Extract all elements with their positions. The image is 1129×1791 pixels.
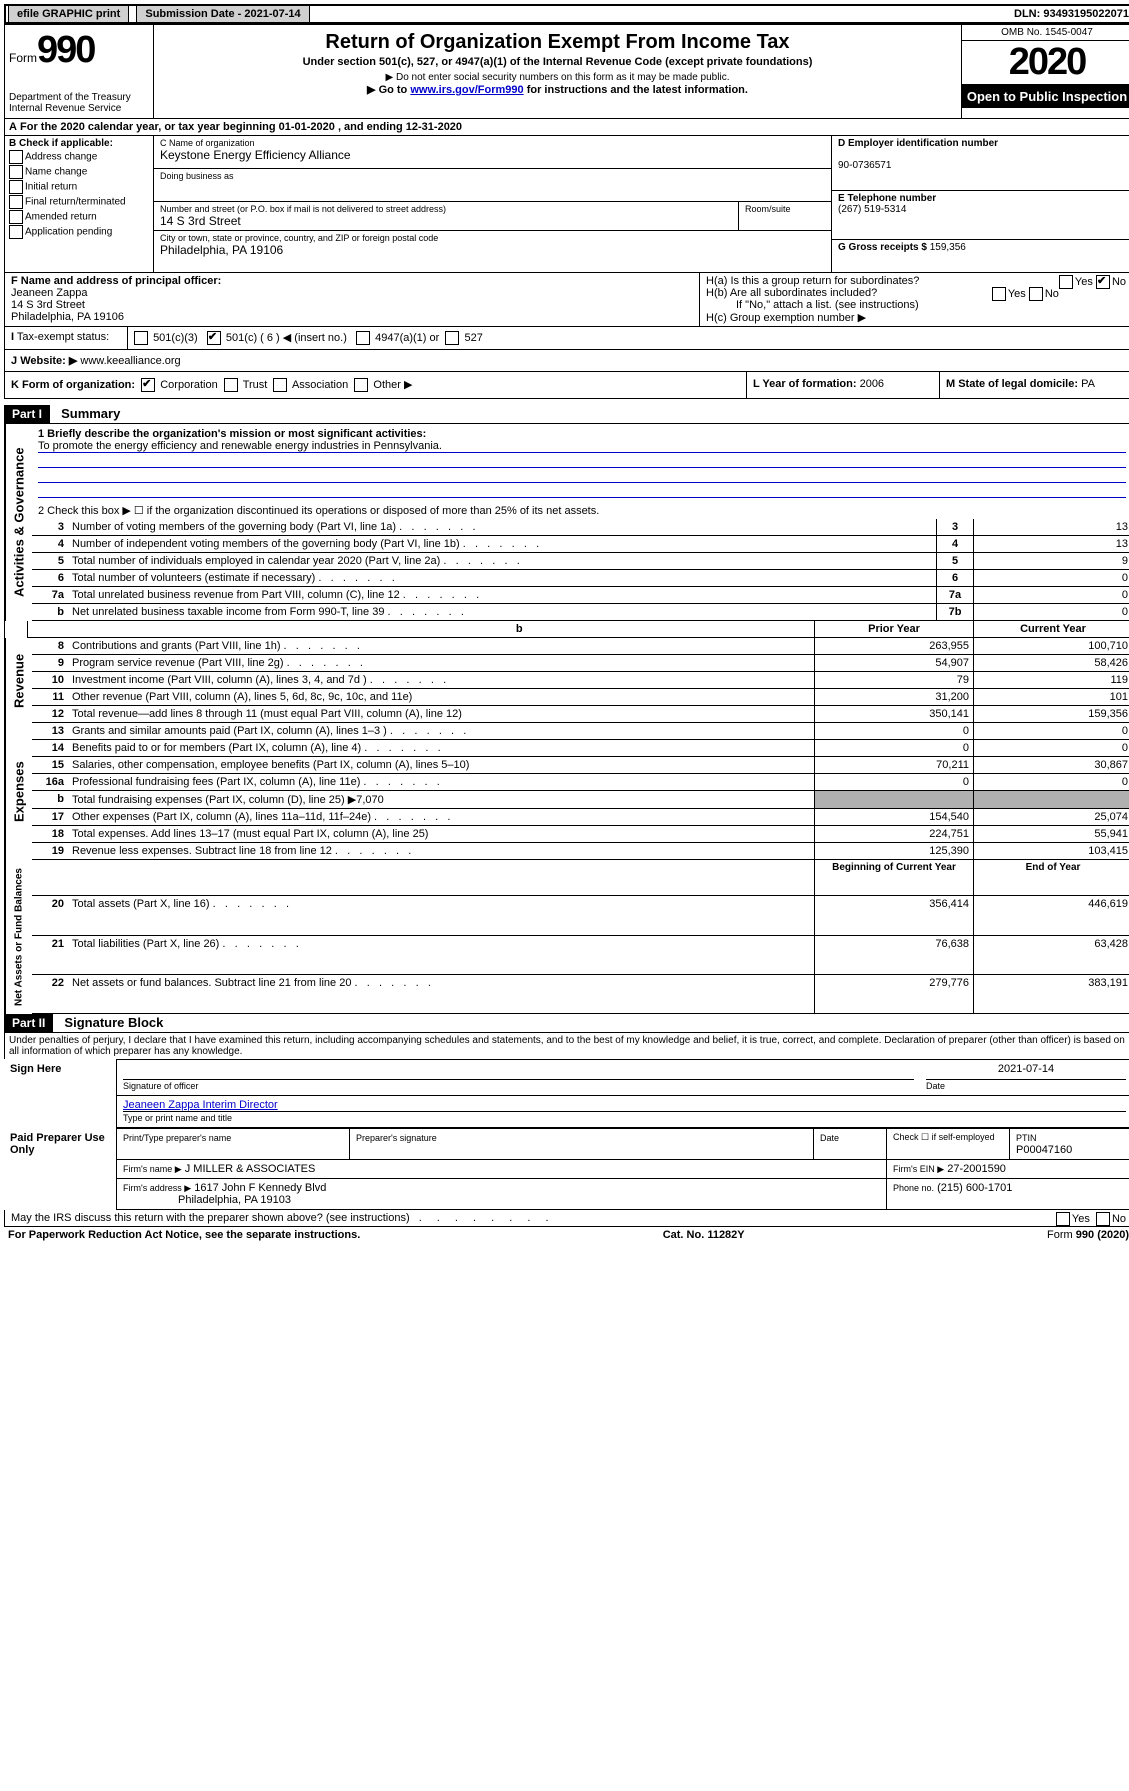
form-header: Form990 Department of the Treasury Inter…: [4, 24, 1129, 119]
row-22: 22Net assets or fund balances. Subtract …: [32, 974, 1129, 1013]
row-16b: bTotal fundraising expenses (Part IX, co…: [32, 791, 1129, 809]
dept-label: Department of the Treasury Internal Reve…: [9, 92, 149, 114]
submission-button[interactable]: Submission Date - 2021-07-14: [136, 5, 309, 23]
row-8: 8Contributions and grants (Part VIII, li…: [32, 638, 1129, 655]
room-cell: Room/suite: [739, 202, 831, 230]
irs-link[interactable]: www.irs.gov/Form990: [410, 84, 523, 96]
check-initial[interactable]: Initial return: [9, 180, 149, 194]
row-5: 5Total number of individuals employed in…: [32, 553, 1129, 570]
org-name-cell: C Name of organization Keystone Energy E…: [154, 136, 831, 169]
dba-cell: Doing business as: [154, 169, 831, 202]
end-year-header: End of Year: [974, 860, 1129, 896]
row-21: 21Total liabilities (Part X, line 26)76,…: [32, 935, 1129, 974]
info-grid-fh: F Name and address of principal officer:…: [4, 273, 1129, 327]
part2-title: Signature Block: [56, 1013, 171, 1032]
phone-cell: E Telephone number (267) 519-5314: [832, 191, 1129, 240]
section-a: A For the 2020 calendar year, or tax yea…: [4, 119, 1129, 136]
box-l: L Year of formation: 2006: [746, 372, 939, 398]
sign-here-label: Sign Here: [4, 1060, 117, 1128]
row-11: 11Other revenue (Part VIII, column (A), …: [32, 689, 1129, 706]
omb-number: OMB No. 1545-0047: [962, 25, 1129, 41]
officer-name[interactable]: Jeaneen Zappa Interim Director: [123, 1099, 278, 1111]
part1-header: Part I: [4, 405, 50, 423]
label-expenses: Expenses: [5, 723, 32, 860]
box-i-opts: 501(c)(3) 501(c) ( 6 ) ◀ (insert no.) 49…: [128, 327, 1129, 349]
preparer-label: Paid Preparer Use Only: [4, 1129, 117, 1210]
begin-year-header: Beginning of Current Year: [815, 860, 974, 896]
row-12: 12Total revenue—add lines 8 through 11 (…: [32, 706, 1129, 723]
box-f: F Name and address of principal officer:…: [5, 273, 700, 326]
box-i-label: I Tax-exempt status:: [5, 327, 128, 349]
check-address[interactable]: Address change: [9, 150, 149, 164]
box-m: M State of legal domicile: PA: [939, 372, 1129, 398]
row-7a: 7aTotal unrelated business revenue from …: [32, 587, 1129, 604]
q2-text: 2 Check this box ▶ ☐ if the organization…: [32, 502, 1129, 519]
row-7b: bNet unrelated business taxable income f…: [32, 604, 1129, 621]
row-15: 15Salaries, other compensation, employee…: [32, 757, 1129, 774]
part2-header: Part II: [4, 1014, 53, 1032]
city-cell: City or town, state or province, country…: [154, 231, 831, 263]
row-20: 20Total assets (Part X, line 16)356,4144…: [32, 896, 1129, 935]
current-year-header: Current Year: [974, 621, 1129, 638]
street-cell: Number and street (or P.O. box if mail i…: [154, 202, 739, 230]
inspection-label: Open to Public Inspection: [962, 85, 1129, 108]
prior-year-header: Prior Year: [815, 621, 974, 638]
row-4: 4Number of independent voting members of…: [32, 536, 1129, 553]
check-name[interactable]: Name change: [9, 165, 149, 179]
row-16a: 16aProfessional fundraising fees (Part I…: [32, 774, 1129, 791]
row-14: 14Benefits paid to or for members (Part …: [32, 740, 1129, 757]
efile-button[interactable]: efile GRAPHIC print: [8, 5, 129, 23]
preparer-table: Paid Preparer Use Only Print/Type prepar…: [4, 1128, 1129, 1210]
box-j: J Website: ▶ www.keealliance.org: [5, 350, 1129, 371]
label-governance: Activities & Governance: [5, 424, 32, 621]
form-title: Return of Organization Exempt From Incom…: [158, 31, 957, 54]
check-pending[interactable]: Application pending: [9, 225, 149, 239]
check-final[interactable]: Final return/terminated: [9, 195, 149, 209]
ein-cell: D Employer identification number 90-0736…: [832, 136, 1129, 191]
footer: For Paperwork Reduction Act Notice, see …: [4, 1227, 1129, 1243]
label-revenue: Revenue: [5, 638, 32, 723]
row-10: 10Investment income (Part VIII, column (…: [32, 672, 1129, 689]
label-netassets: Net Assets or Fund Balances: [5, 860, 32, 1014]
row-19: 19Revenue less expenses. Subtract line 1…: [32, 843, 1129, 860]
form-subtitle: Under section 501(c), 527, or 4947(a)(1)…: [158, 56, 957, 68]
check-amended[interactable]: Amended return: [9, 210, 149, 224]
top-bar: efile GRAPHIC print Submission Date - 20…: [4, 4, 1129, 24]
declaration-text: Under penalties of perjury, I declare th…: [4, 1032, 1129, 1059]
row-3: 3Number of voting members of the governi…: [32, 519, 1129, 536]
sign-here-table: Sign Here Signature of officer 2021-07-1…: [4, 1059, 1129, 1128]
box-b: B Check if applicable: Address change Na…: [5, 136, 154, 272]
row-6: 6Total number of volunteers (estimate if…: [32, 570, 1129, 587]
row-17: 17Other expenses (Part IX, column (A), l…: [32, 809, 1129, 826]
part1-title: Summary: [53, 404, 128, 423]
mission-text: To promote the energy efficiency and ren…: [38, 440, 1126, 453]
row-18: 18Total expenses. Add lines 13–17 (must …: [32, 826, 1129, 843]
discuss-row: May the IRS discuss this return with the…: [4, 1210, 1129, 1227]
form-number: Form990: [9, 29, 149, 72]
form-note1: ▶ Do not enter social security numbers o…: [158, 72, 957, 83]
row-9: 9Program service revenue (Part VIII, lin…: [32, 655, 1129, 672]
box-h: H(a) Is this a group return for subordin…: [700, 273, 1129, 326]
info-grid-top: B Check if applicable: Address change Na…: [4, 136, 1129, 273]
box-k: K Form of organization: Corporation Trus…: [5, 372, 746, 398]
row-13: 13Grants and similar amounts paid (Part …: [32, 723, 1129, 740]
gross-cell: G Gross receipts $ 159,356: [832, 240, 1129, 272]
dln-label: DLN: 93493195022071: [1014, 8, 1129, 20]
tax-year: 2020: [962, 41, 1129, 85]
form-note2: ▶ Go to www.irs.gov/Form990 for instruct…: [158, 83, 957, 96]
